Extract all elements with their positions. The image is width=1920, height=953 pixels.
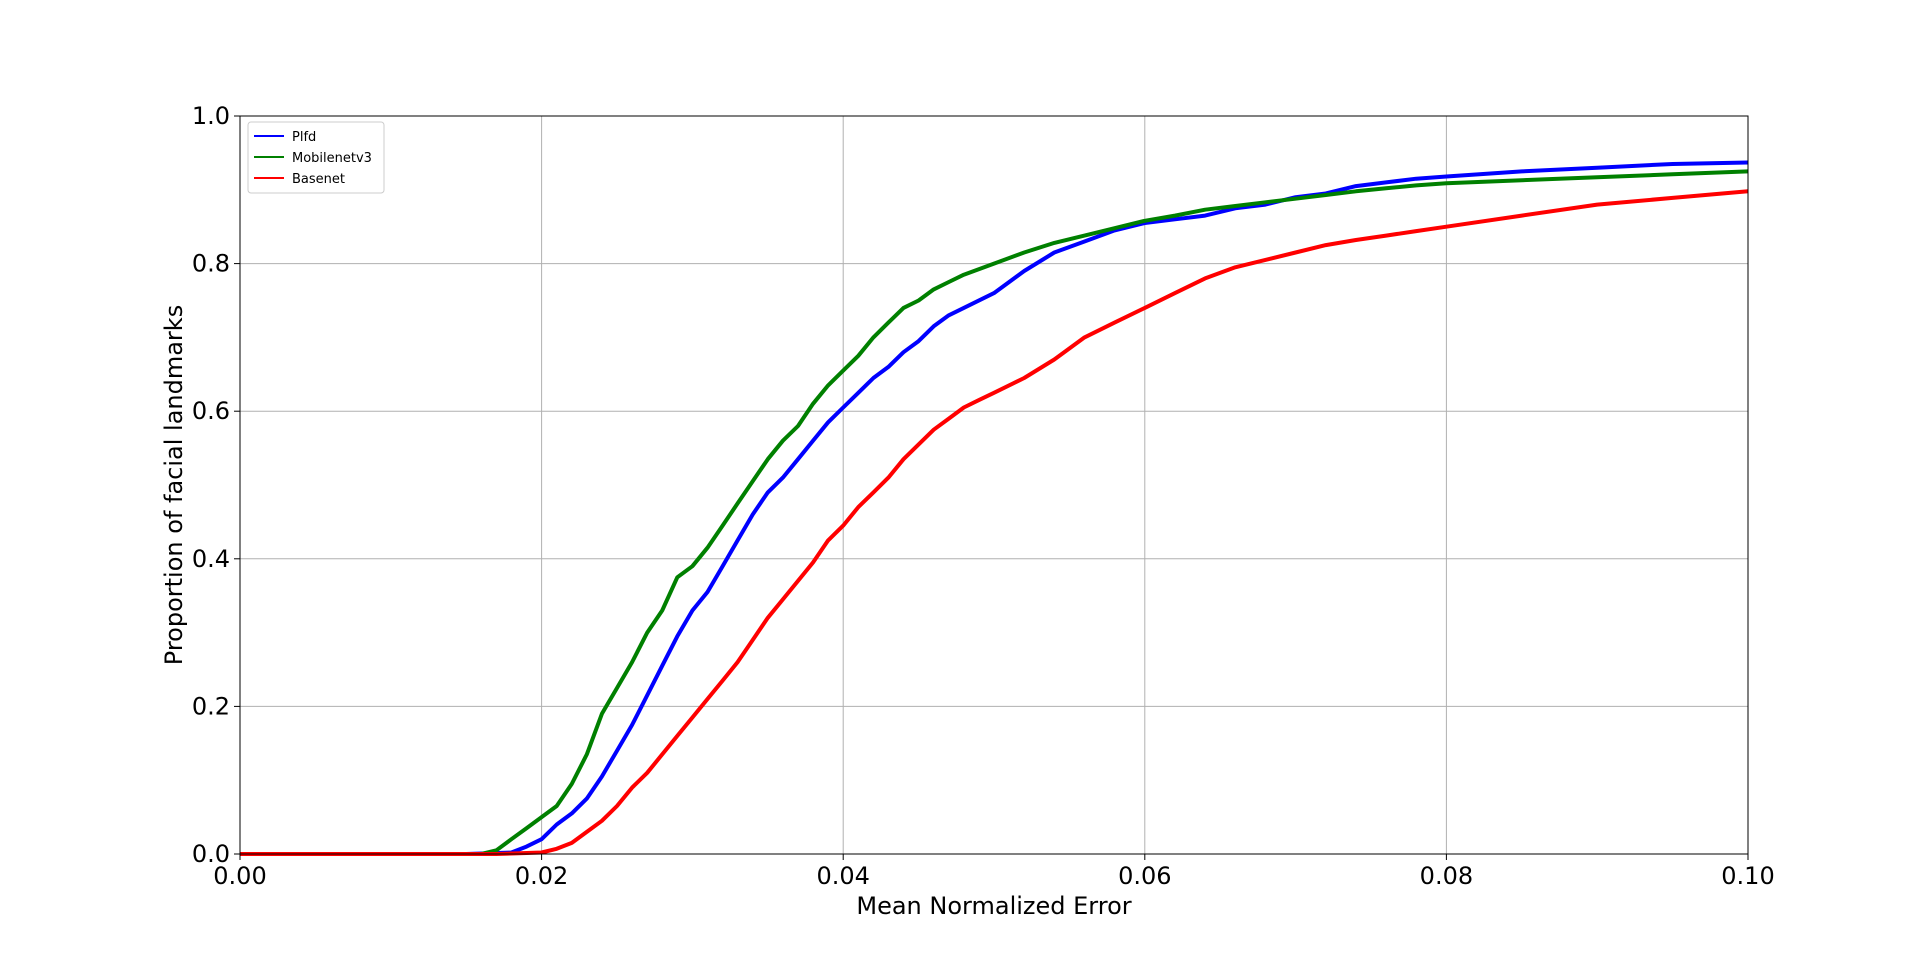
x-tick-label: 0.02 — [515, 862, 568, 890]
y-tick-label: 0.4 — [192, 545, 230, 573]
tick-layer: 0.00 0.02 0.04 0.06 0.08 0.10 0.0 0.2 0.4 0.6 0.8 1… — [192, 102, 1775, 890]
x-tick-label: 0.06 — [1118, 862, 1171, 890]
y-tick-label: 1.0 — [192, 102, 230, 130]
grid-layer — [240, 116, 1748, 854]
legend: Plfd Mobilenetv3 Basenet — [247, 121, 385, 194]
x-tick-label: 0.10 — [1721, 862, 1774, 890]
y-tick-label: 0.0 — [192, 840, 230, 868]
y-tick-label: 0.6 — [192, 397, 230, 425]
plot-frame — [239, 115, 1749, 855]
series-line-plfd — [240, 160, 1749, 856]
y-tick-label: 0.2 — [192, 692, 230, 720]
legend-box — [247, 121, 385, 194]
series-layer — [240, 160, 1749, 856]
series-line-mobilenetv3 — [240, 169, 1749, 856]
legend-label: Basenet — [292, 172, 345, 187]
x-tick-label: 0.00 — [213, 862, 266, 890]
series-line-basenet — [240, 189, 1749, 856]
x-tick-label: 0.08 — [1420, 862, 1473, 890]
y-axis-label: Proportion of facial landmarks — [160, 305, 188, 665]
y-tick-label: 0.8 — [192, 250, 230, 278]
legend-label: Plfd — [292, 130, 316, 145]
x-axis-label: Mean Normalized Error — [856, 892, 1131, 920]
x-tick-label: 0.04 — [816, 862, 869, 890]
legend-label: Mobilenetv3 — [292, 151, 372, 166]
